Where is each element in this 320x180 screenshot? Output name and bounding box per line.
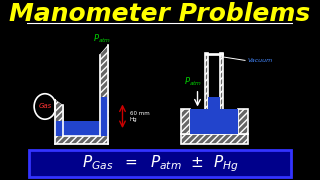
Text: $P_{Gas}$  $=$  $P_{atm}$  $\pm$  $P_{Hg}$: $P_{Gas}$ $=$ $P_{atm}$ $\pm$ $P_{Hg}$ [82,153,238,174]
Polygon shape [100,97,108,136]
Polygon shape [55,136,108,144]
Polygon shape [190,109,238,134]
Text: Gas: Gas [38,103,52,109]
Polygon shape [208,97,220,134]
Text: $P_{atm}$: $P_{atm}$ [92,33,111,45]
Polygon shape [205,53,208,134]
Text: Vacuum: Vacuum [248,58,273,63]
Text: $P_{atm}$: $P_{atm}$ [184,76,203,88]
Polygon shape [181,109,190,134]
Polygon shape [220,53,223,134]
FancyBboxPatch shape [29,150,291,177]
Polygon shape [205,53,223,55]
Text: Manometer Problems: Manometer Problems [9,2,311,26]
Polygon shape [238,109,248,134]
Circle shape [34,94,56,119]
Polygon shape [63,121,100,136]
Polygon shape [55,121,63,136]
Polygon shape [181,134,248,144]
Text: 60 mm
Hg: 60 mm Hg [130,111,150,122]
Polygon shape [55,100,63,144]
Polygon shape [100,45,108,144]
